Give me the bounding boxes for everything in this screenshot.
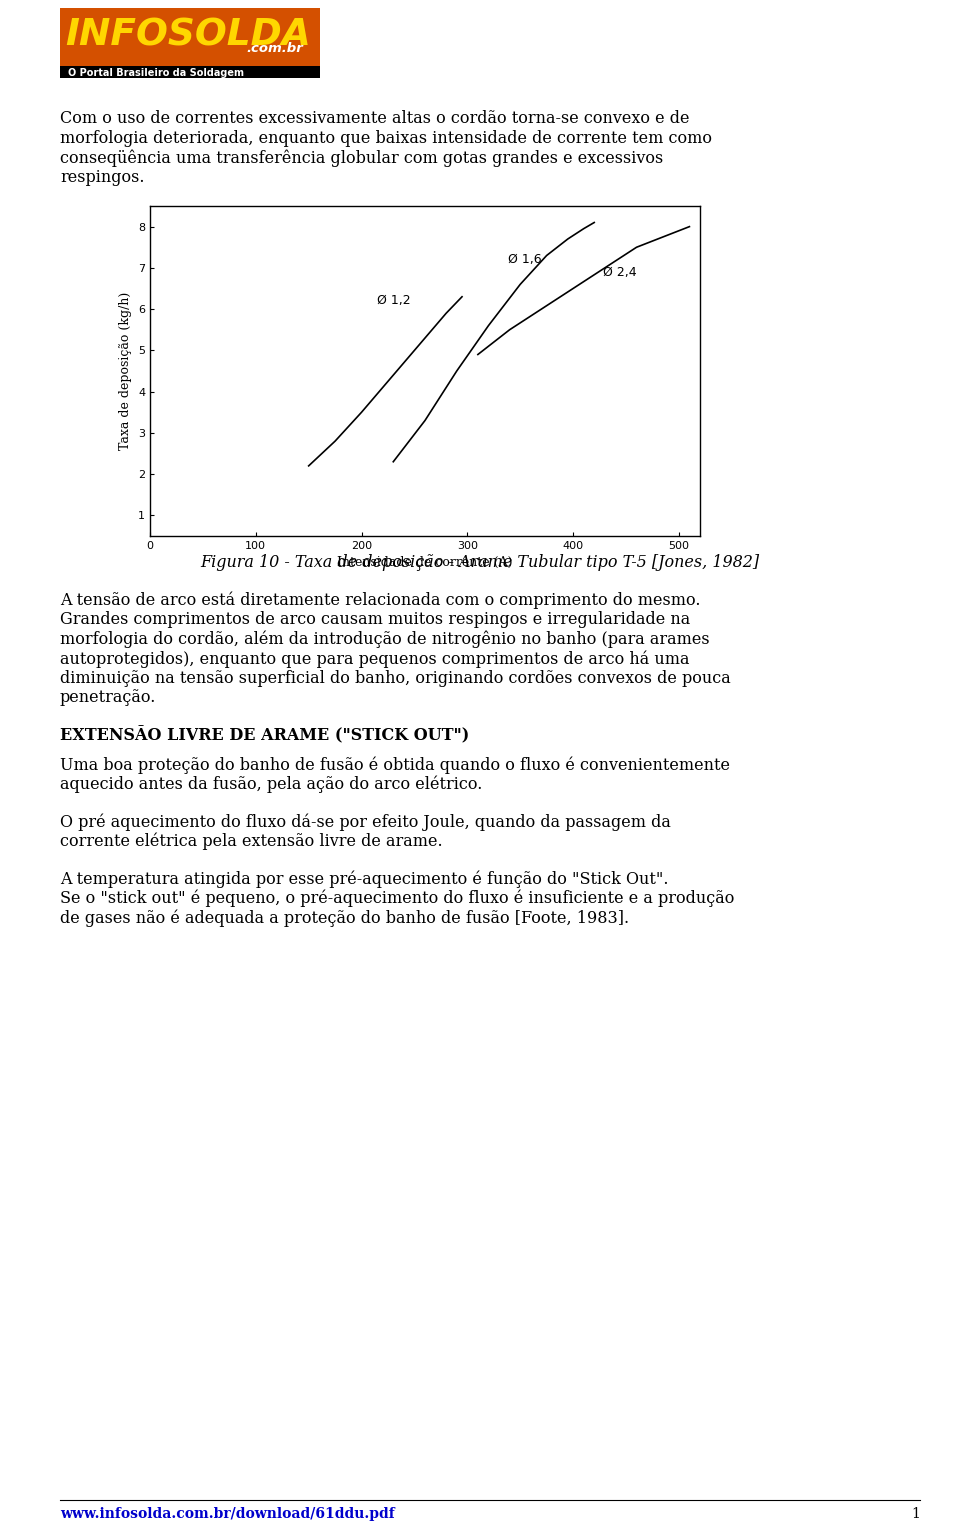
Text: EXTENSÃO LIVRE DE ARAME ("STICK OUT"): EXTENSÃO LIVRE DE ARAME ("STICK OUT")	[60, 726, 469, 744]
Text: O pré aquecimento do fluxo dá-se por efeito Joule, quando da passagem da: O pré aquecimento do fluxo dá-se por efe…	[60, 814, 671, 831]
Y-axis label: Taxa de deposição (kg/h): Taxa de deposição (kg/h)	[119, 292, 132, 451]
Text: Com o uso de correntes excessivamente altas o cordão torna-se convexo e de: Com o uso de correntes excessivamente al…	[60, 111, 689, 128]
Text: de gases não é adequada a proteção do banho de fusão [Foote, 1983].: de gases não é adequada a proteção do ba…	[60, 909, 629, 926]
FancyBboxPatch shape	[60, 66, 320, 78]
Text: aquecido antes da fusão, pela ação do arco elétrico.: aquecido antes da fusão, pela ação do ar…	[60, 775, 482, 794]
Text: A temperatura atingida por esse pré-aquecimento é função do "Stick Out".: A temperatura atingida por esse pré-aque…	[60, 871, 668, 887]
Text: www.infosolda.com.br/download/61ddu.pdf: www.infosolda.com.br/download/61ddu.pdf	[60, 1507, 395, 1521]
Text: INFOSOLDA: INFOSOLDA	[65, 17, 311, 54]
Text: autoprotegidos), enquanto que para pequenos comprimentos de arco há uma: autoprotegidos), enquanto que para peque…	[60, 651, 689, 667]
Text: .com.br: .com.br	[246, 42, 302, 55]
Text: penetração.: penetração.	[60, 689, 156, 706]
Text: Ø 1,6: Ø 1,6	[508, 252, 541, 266]
Text: Uma boa proteção do banho de fusão é obtida quando o fluxo é convenientemente: Uma boa proteção do banho de fusão é obt…	[60, 757, 730, 774]
Text: morfologia do cordão, além da introdução de nitrogênio no banho (para arames: morfologia do cordão, além da introdução…	[60, 631, 709, 647]
Text: Se o "stick out" é pequeno, o pré-aquecimento do fluxo é insuficiente e a produç: Se o "stick out" é pequeno, o pré-aqueci…	[60, 889, 734, 907]
Text: Grandes comprimentos de arco causam muitos respingos e irregularidade na: Grandes comprimentos de arco causam muit…	[60, 611, 690, 628]
Text: 1: 1	[911, 1507, 920, 1521]
Text: O Portal Brasileiro da Soldagem: O Portal Brasileiro da Soldagem	[68, 68, 244, 78]
Text: A tensão de arco está diretamente relacionada com o comprimento do mesmo.: A tensão de arco está diretamente relaci…	[60, 592, 701, 609]
Text: conseqüência uma transferência globular com gotas grandes e excessivos: conseqüência uma transferência globular …	[60, 149, 663, 166]
Text: morfologia deteriorada, enquanto que baixas intensidade de corrente tem como: morfologia deteriorada, enquanto que bai…	[60, 129, 712, 146]
Text: corrente elétrica pela extensão livre de arame.: corrente elétrica pela extensão livre de…	[60, 832, 443, 851]
Text: respingos.: respingos.	[60, 169, 145, 186]
X-axis label: Intensidade de corrente (A): Intensidade de corrente (A)	[337, 557, 513, 569]
Text: Ø 1,2: Ø 1,2	[377, 294, 411, 308]
Text: Figura 10 - Taxa de deposição - Arame Tubular tipo T-5 [Jones, 1982]: Figura 10 - Taxa de deposição - Arame Tu…	[201, 554, 759, 571]
Text: Ø 2,4: Ø 2,4	[603, 266, 636, 280]
FancyBboxPatch shape	[60, 8, 320, 68]
Text: diminuição na tensão superficial do banho, originando cordões convexos de pouca: diminuição na tensão superficial do banh…	[60, 669, 731, 686]
